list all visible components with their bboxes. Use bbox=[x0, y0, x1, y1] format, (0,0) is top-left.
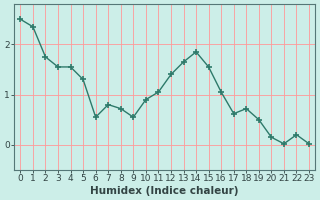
X-axis label: Humidex (Indice chaleur): Humidex (Indice chaleur) bbox=[91, 186, 239, 196]
